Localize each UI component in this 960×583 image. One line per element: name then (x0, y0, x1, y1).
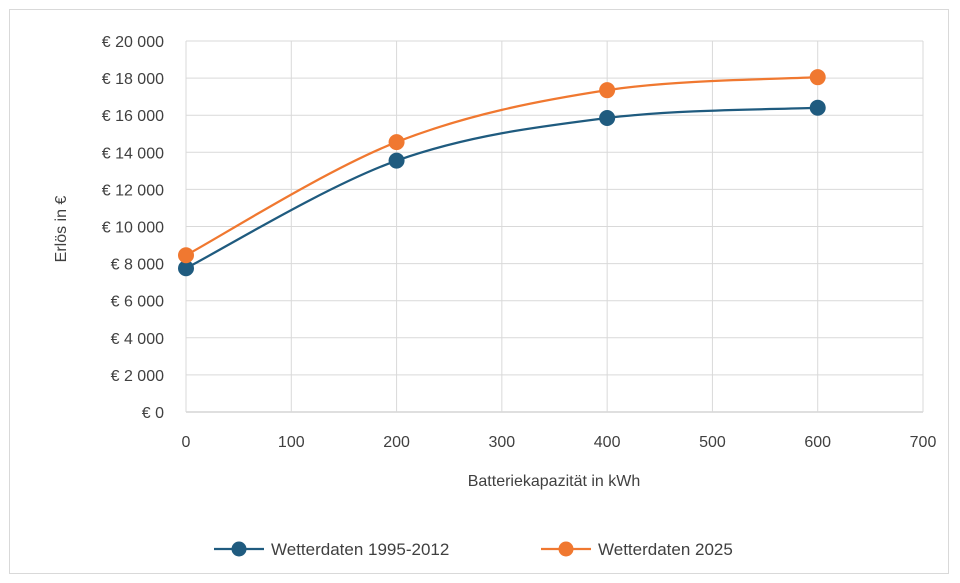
data-point-series-2 (599, 82, 616, 99)
y-tick-label: € 10 000 (102, 220, 164, 237)
y-tick-label: € 4 000 (111, 331, 164, 348)
x-tick-label: 200 (383, 434, 410, 451)
y-tick-label: € 16 000 (102, 108, 164, 125)
chart-frame (9, 9, 949, 574)
x-axis-tick-labels: 0 100 200 300 400 500 600 700 (182, 434, 937, 451)
grid-lines (185, 40, 924, 413)
series-lines (185, 76, 818, 270)
legend-marker-2 (558, 541, 574, 557)
x-tick-label: 0 (182, 434, 191, 451)
data-point-series-2 (809, 69, 826, 86)
x-tick-label: 600 (804, 434, 831, 451)
y-tick-label: € 0 (142, 405, 164, 422)
legend: Wetterdaten 1995-2012 Wetterdaten 2025 (214, 540, 733, 559)
data-point-series-1 (809, 99, 826, 116)
y-tick-label: € 18 000 (102, 71, 164, 88)
x-tick-label: 700 (910, 434, 937, 451)
legend-label-1: Wetterdaten 1995-2012 (271, 540, 449, 559)
data-point-series-2 (178, 247, 194, 264)
y-tick-label: € 12 000 (102, 182, 164, 199)
x-tick-label: 300 (489, 434, 516, 451)
legend-marker-1 (231, 541, 247, 557)
data-point-series-1 (178, 260, 194, 277)
series-line-2 (185, 76, 818, 257)
data-point-series-1 (388, 152, 405, 169)
y-axis-tick-labels: € 0 € 2 000 € 4 000 € 6 000 € 8 000 € 10 000 €… (102, 34, 164, 422)
series-line-1 (185, 106, 818, 270)
y-tick-label: € 14 000 (102, 145, 164, 162)
x-tick-label: 100 (278, 434, 305, 451)
y-tick-label: € 2 000 (111, 368, 164, 385)
y-tick-label: € 6 000 (111, 294, 164, 311)
legend-label-2: Wetterdaten 2025 (598, 540, 733, 559)
x-axis-title: Batteriekapazität in kWh (468, 473, 641, 490)
y-tick-label: € 8 000 (111, 257, 164, 274)
x-tick-label: 400 (594, 434, 621, 451)
x-tick-label: 500 (699, 434, 726, 451)
y-tick-label: € 20 000 (102, 34, 164, 51)
y-axis-title: Erlös in € (53, 196, 70, 263)
series-points (178, 69, 826, 277)
data-point-series-1 (599, 109, 616, 126)
data-point-series-2 (388, 134, 405, 151)
